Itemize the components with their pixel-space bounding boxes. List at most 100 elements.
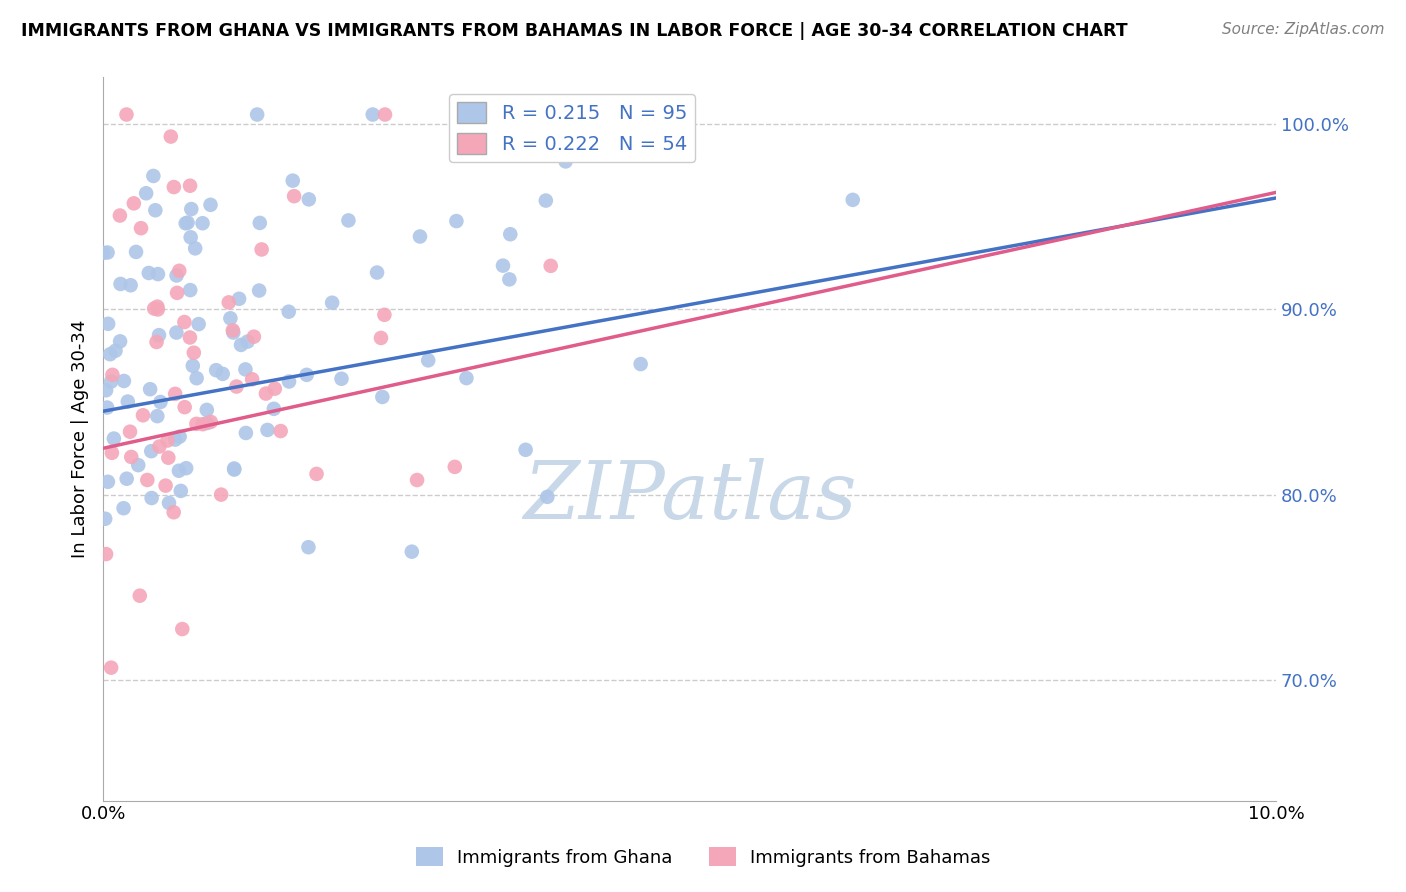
Point xyxy=(157,496,180,510)
Point xyxy=(183,345,205,359)
Point xyxy=(174,461,197,475)
Point xyxy=(401,544,423,558)
Point xyxy=(138,266,160,280)
Point xyxy=(263,401,285,416)
Point xyxy=(136,473,159,487)
Point xyxy=(155,478,177,492)
Point xyxy=(246,107,269,121)
Point xyxy=(191,417,214,432)
Point xyxy=(96,401,118,415)
Point xyxy=(195,416,218,430)
Point xyxy=(270,424,292,438)
Point xyxy=(159,129,181,144)
Point xyxy=(209,487,232,501)
Point xyxy=(536,490,558,504)
Point xyxy=(117,394,139,409)
Point xyxy=(104,343,127,358)
Point xyxy=(148,328,170,343)
Text: IMMIGRANTS FROM GHANA VS IMMIGRANTS FROM BAHAMAS IN LABOR FORCE | AGE 30-34 CORR: IMMIGRANTS FROM GHANA VS IMMIGRANTS FROM… xyxy=(21,22,1128,40)
Point xyxy=(166,268,188,283)
Point xyxy=(281,174,304,188)
Point xyxy=(218,295,240,310)
Point xyxy=(118,425,141,439)
Point xyxy=(115,107,138,121)
Point xyxy=(373,308,395,322)
Point xyxy=(132,409,155,423)
Point xyxy=(298,193,321,207)
Point xyxy=(173,315,195,329)
Point xyxy=(225,379,247,393)
Point xyxy=(146,300,169,314)
Point xyxy=(371,390,394,404)
Point xyxy=(243,329,266,343)
Point xyxy=(235,425,257,440)
Point xyxy=(146,409,169,424)
Y-axis label: In Labor Force | Age 30-34: In Labor Force | Age 30-34 xyxy=(72,320,89,558)
Point xyxy=(236,334,259,349)
Legend: Immigrants from Ghana, Immigrants from Bahamas: Immigrants from Ghana, Immigrants from B… xyxy=(408,840,998,874)
Point xyxy=(127,458,149,472)
Point xyxy=(370,331,392,345)
Point xyxy=(456,371,478,385)
Point xyxy=(142,169,165,183)
Point xyxy=(499,227,522,242)
Point xyxy=(94,384,117,398)
Point xyxy=(224,462,246,476)
Point xyxy=(98,347,121,361)
Point xyxy=(146,302,169,317)
Point xyxy=(179,178,201,193)
Point xyxy=(129,221,152,235)
Point xyxy=(249,216,271,230)
Point xyxy=(103,432,125,446)
Point xyxy=(191,216,214,230)
Point xyxy=(254,386,277,401)
Text: ZIPatlas: ZIPatlas xyxy=(523,458,856,535)
Point xyxy=(166,285,188,300)
Point xyxy=(181,359,204,373)
Point xyxy=(330,372,353,386)
Point xyxy=(406,473,429,487)
Point xyxy=(224,461,246,475)
Point xyxy=(120,450,142,464)
Point xyxy=(165,326,187,340)
Point xyxy=(100,660,122,674)
Point xyxy=(110,277,132,291)
Point xyxy=(630,357,652,371)
Point xyxy=(97,317,120,331)
Point xyxy=(163,505,186,519)
Point xyxy=(148,440,170,454)
Point xyxy=(297,540,319,554)
Point xyxy=(143,301,166,316)
Point xyxy=(205,363,228,377)
Point xyxy=(100,375,122,389)
Point xyxy=(283,189,305,203)
Point xyxy=(180,230,202,244)
Point xyxy=(165,433,187,447)
Point xyxy=(97,245,120,260)
Point xyxy=(169,429,191,443)
Point xyxy=(184,241,207,255)
Point xyxy=(180,202,202,216)
Point xyxy=(145,334,167,349)
Text: Source: ZipAtlas.com: Source: ZipAtlas.com xyxy=(1222,22,1385,37)
Point xyxy=(200,415,222,429)
Point xyxy=(93,245,115,260)
Point xyxy=(172,622,194,636)
Point xyxy=(179,283,201,297)
Legend: R = 0.215   N = 95, R = 0.222   N = 54: R = 0.215 N = 95, R = 0.222 N = 54 xyxy=(450,95,695,162)
Point xyxy=(179,330,201,344)
Point xyxy=(250,243,273,257)
Point xyxy=(256,423,278,437)
Point xyxy=(492,259,515,273)
Point xyxy=(222,323,245,337)
Point xyxy=(97,475,120,489)
Point xyxy=(534,194,557,208)
Point xyxy=(321,295,343,310)
Point xyxy=(176,216,198,230)
Point xyxy=(337,213,360,227)
Point xyxy=(305,467,328,481)
Point xyxy=(174,216,197,230)
Point xyxy=(149,395,172,409)
Point xyxy=(139,382,162,396)
Point xyxy=(157,450,180,465)
